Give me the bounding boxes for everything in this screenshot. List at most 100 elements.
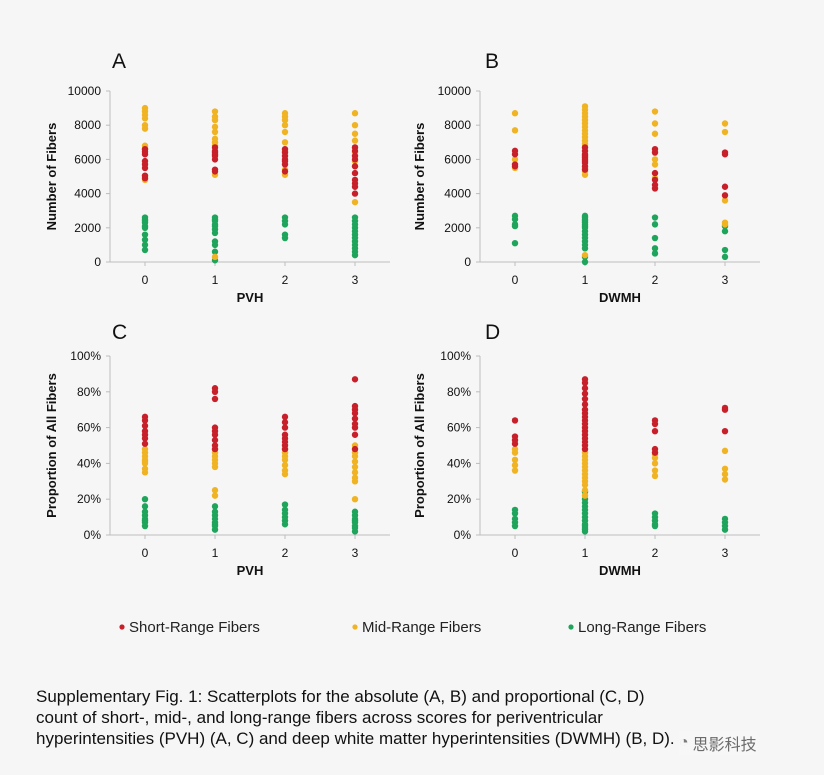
panel-d: D 0% 20% 40% 60% 80% 100% 0 1 2 3 DWMH Proportion of…	[412, 321, 760, 578]
data-point-short-range	[511, 163, 519, 170]
data-point-short-range	[351, 424, 359, 431]
data-point-mid-range	[511, 127, 519, 134]
data-point-short-range	[721, 406, 729, 413]
caption-line-2: count of short-, mid-, and long-range fi…	[36, 708, 603, 727]
data-point-long-range	[721, 246, 729, 254]
data-point-long-range	[141, 224, 149, 231]
data-point-mid-range	[581, 492, 589, 499]
x-tick-label: 1	[212, 546, 219, 560]
data-point-short-range	[581, 385, 589, 392]
x-tick-label: 0	[512, 546, 519, 560]
series-mid-range	[511, 103, 729, 259]
y-tick-label: 80%	[77, 385, 101, 399]
x-tick-label: 0	[512, 273, 519, 287]
x-tick-label: 3	[722, 273, 729, 287]
data-point-mid-range	[651, 472, 659, 480]
series-long-range	[141, 496, 359, 535]
data-point-long-range	[211, 241, 219, 249]
y-tick-label: 40%	[447, 456, 471, 470]
data-point-short-range	[281, 168, 289, 175]
data-point-mid-range	[211, 108, 219, 115]
data-point-short-range	[141, 440, 149, 447]
legend-label: Mid-Range Fibers	[362, 619, 481, 636]
data-point-long-range	[141, 522, 149, 530]
data-point-long-range	[351, 251, 359, 259]
data-point-mid-range	[211, 128, 219, 136]
y-tick-label: 6000	[74, 152, 101, 166]
legend-marker-mid-range	[352, 624, 358, 630]
y-tick-label: 8000	[74, 118, 101, 132]
data-point-short-range	[211, 168, 219, 175]
data-point-long-range	[281, 221, 289, 228]
data-point-long-range	[141, 236, 149, 243]
data-point-mid-range	[141, 115, 149, 122]
x-tick-label: 2	[282, 546, 289, 560]
panel-letter: C	[112, 321, 127, 344]
data-point-short-range	[581, 401, 589, 408]
y-tick-label: 0%	[454, 528, 472, 542]
x-tick-label: 1	[212, 273, 219, 287]
series-short-range	[141, 144, 359, 197]
panel-letter: A	[112, 50, 126, 73]
data-point-mid-range	[581, 171, 589, 178]
data-point-long-range	[511, 222, 519, 230]
data-point-short-range	[511, 151, 519, 158]
data-point-mid-range	[721, 465, 729, 472]
legend: Short-Range Fibers Mid-Range Fibers Long-R…	[119, 619, 706, 636]
data-point-short-range	[721, 183, 729, 190]
data-point-long-range	[651, 221, 659, 228]
data-point-mid-range	[141, 469, 149, 476]
data-point-short-range	[721, 427, 729, 435]
series-long-range	[511, 488, 729, 535]
data-point-mid-range	[651, 130, 659, 137]
y-tick-label: 10000	[68, 84, 102, 98]
data-point-long-range	[581, 258, 589, 266]
data-point-mid-range	[281, 470, 289, 478]
panel-c: C 0% 20% 40% 60% 80% 100% 0 1 2 3 PVH Proportion of …	[44, 321, 390, 578]
data-point-long-range	[651, 234, 659, 242]
caption-line-1: Supplementary Fig. 1: Scatterplots for t…	[36, 687, 645, 706]
y-tick-label: 6000	[444, 152, 471, 166]
x-axis-title: DWMH	[599, 563, 641, 578]
data-point-long-range	[511, 216, 519, 223]
data-point-short-range	[651, 169, 659, 177]
data-point-short-range	[281, 413, 289, 421]
x-tick-label: 1	[582, 546, 589, 560]
legend-item-short-range: Short-Range Fibers	[119, 619, 260, 636]
data-point-long-range	[651, 245, 659, 252]
data-point-mid-range	[651, 161, 659, 168]
data-point-mid-range	[281, 456, 289, 464]
data-point-short-range	[141, 422, 149, 430]
panel-letter: B	[485, 50, 499, 73]
data-point-short-range	[211, 436, 219, 444]
data-point-short-range	[281, 419, 289, 426]
watermark-text: 思影科技	[692, 737, 757, 754]
data-point-long-range	[351, 528, 359, 535]
data-point-short-range	[211, 431, 219, 438]
y-tick-label: 10000	[438, 84, 472, 98]
x-axis-title: DWMH	[599, 290, 641, 305]
legend-item-mid-range: Mid-Range Fibers	[352, 619, 481, 636]
x-tick-label: 0	[142, 546, 149, 560]
data-point-short-range	[211, 156, 219, 163]
series-short-range	[511, 144, 729, 199]
y-tick-label: 20%	[447, 492, 471, 506]
data-point-short-range	[651, 449, 659, 456]
data-point-long-range	[281, 521, 289, 528]
data-point-mid-range	[351, 453, 359, 460]
series-mid-range	[141, 442, 359, 503]
data-point-mid-range	[581, 487, 589, 494]
data-point-short-range	[211, 395, 219, 403]
caption-line-3: hyperintensities (PVH) (A, C) and deep w…	[36, 729, 675, 748]
wechat-icon: ◔	[679, 734, 689, 751]
y-tick-label: 100%	[70, 349, 101, 363]
watermark: ◔ 思影科技	[679, 731, 757, 755]
data-point-mid-range	[511, 156, 519, 163]
y-tick-label: 60%	[77, 421, 101, 435]
data-point-long-range	[651, 250, 659, 257]
y-tick-label: 80%	[447, 385, 471, 399]
series-long-range	[511, 212, 729, 266]
data-point-mid-range	[651, 460, 659, 467]
x-axis-title: PVH	[237, 290, 264, 305]
